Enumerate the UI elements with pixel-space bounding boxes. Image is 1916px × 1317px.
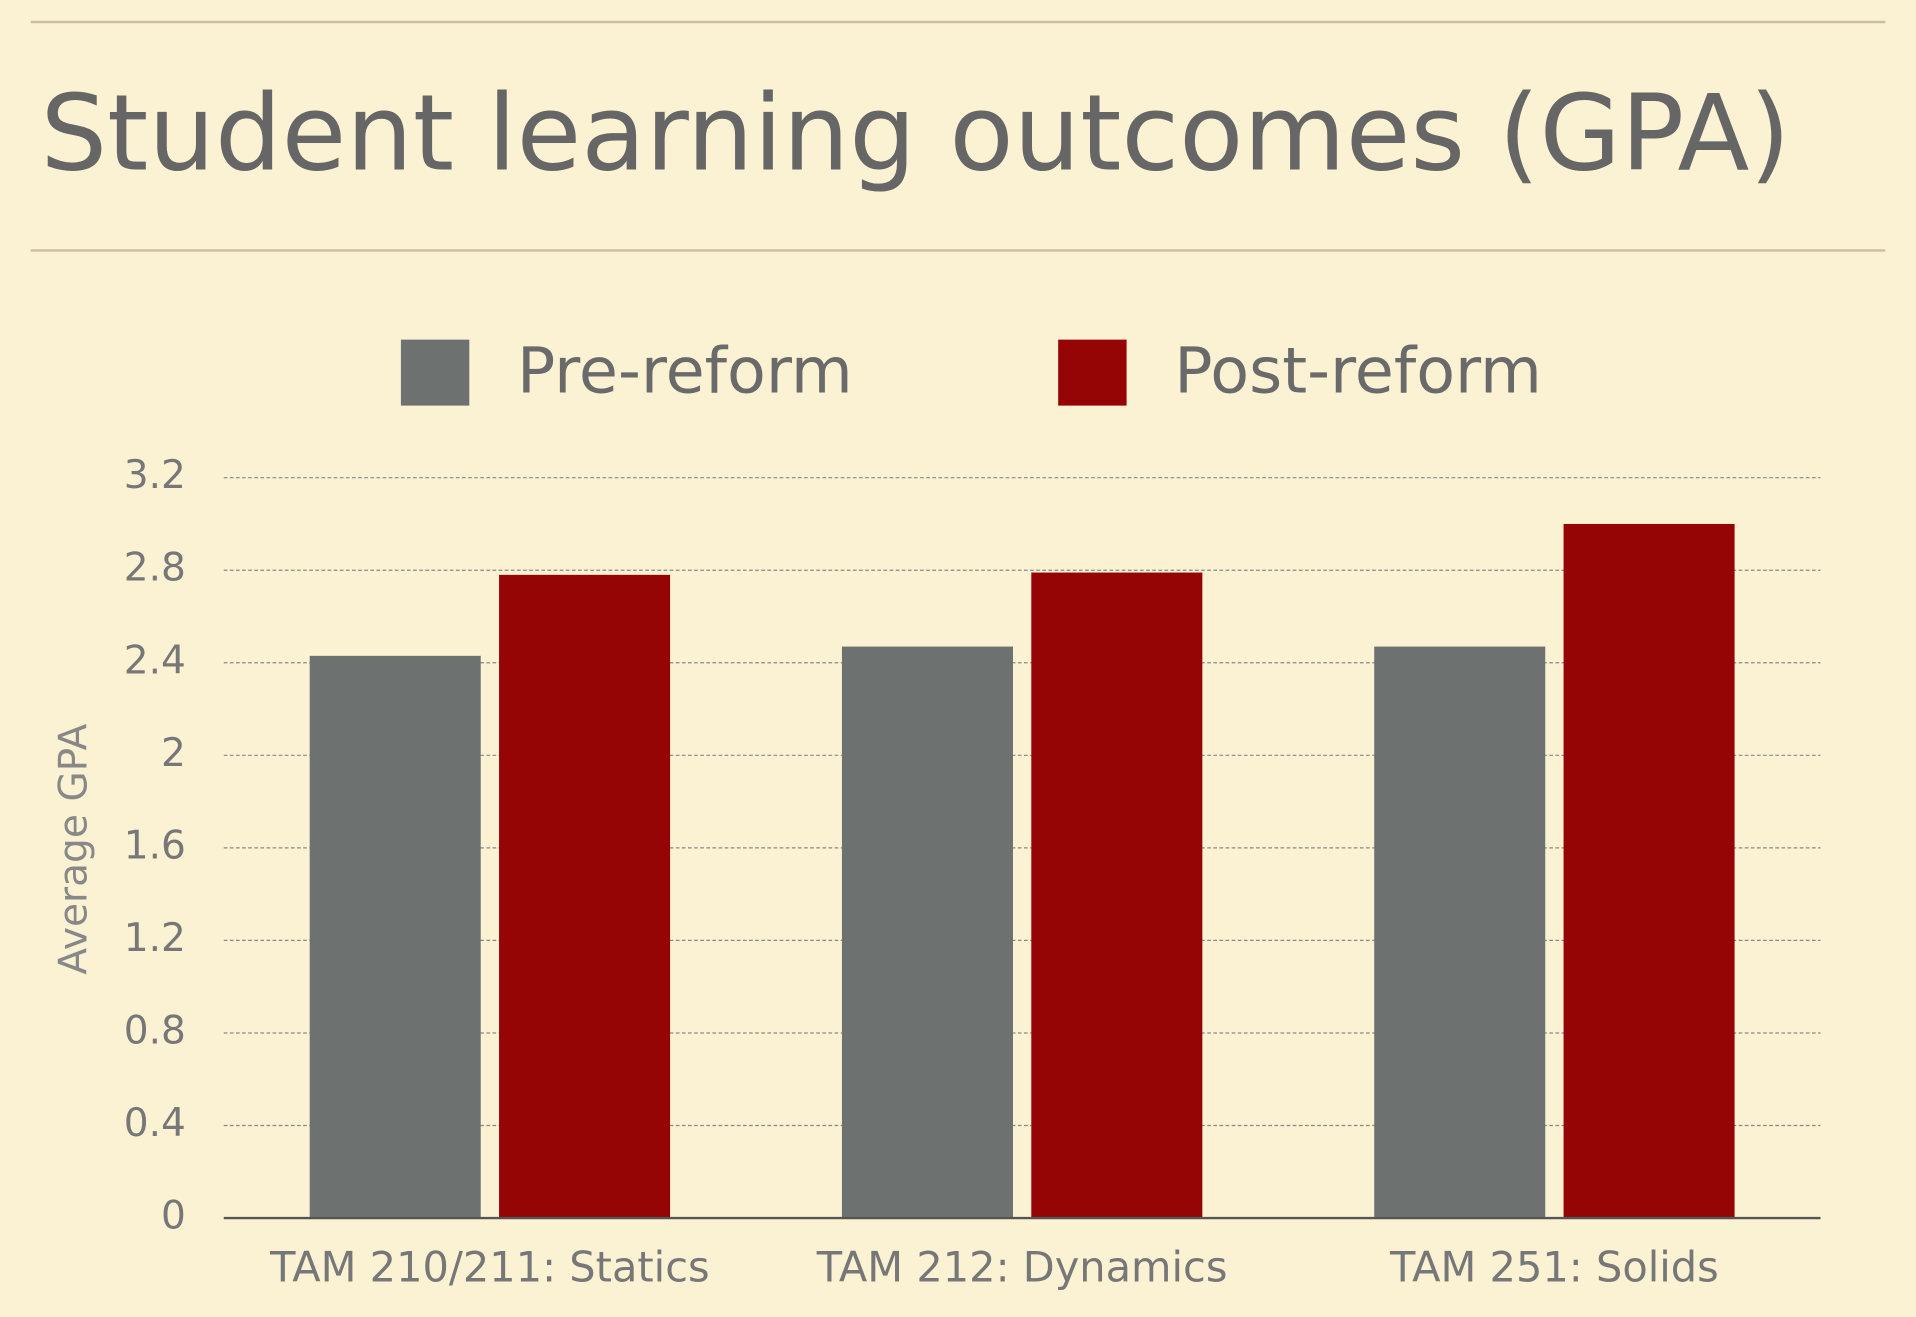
x-tick-label: TAM 251: Solids <box>1389 1243 1719 1292</box>
bar <box>309 655 481 1219</box>
y-tick-label: 1.2 <box>124 916 186 961</box>
y-tick-label: 0.4 <box>124 1101 186 1146</box>
y-tick-label: 0.8 <box>124 1008 186 1053</box>
chart-title: Student learning outcomes (GPA) <box>40 71 1790 194</box>
x-tick-label: TAM 210/211: Statics <box>269 1243 710 1292</box>
bar <box>1563 523 1735 1219</box>
bar <box>1031 572 1203 1219</box>
y-tick-label: 2 <box>161 731 186 776</box>
bar <box>841 646 1013 1219</box>
bar <box>499 574 671 1219</box>
legend-label: Post-reform <box>1174 334 1542 408</box>
y-tick-label: 2.4 <box>124 638 186 683</box>
y-tick-label: 0 <box>161 1194 186 1239</box>
y-tick-label: 3.2 <box>124 453 186 498</box>
legend-swatch <box>1058 339 1127 406</box>
legend-label: Pre-reform <box>517 334 853 408</box>
y-tick-label: 1.6 <box>124 823 186 868</box>
y-tick-label: 2.8 <box>124 546 186 591</box>
bar <box>1374 646 1546 1219</box>
y-axis-label: Average GPA <box>51 723 96 974</box>
x-tick-label: TAM 212: Dynamics <box>816 1243 1228 1292</box>
legend-swatch <box>400 339 470 406</box>
